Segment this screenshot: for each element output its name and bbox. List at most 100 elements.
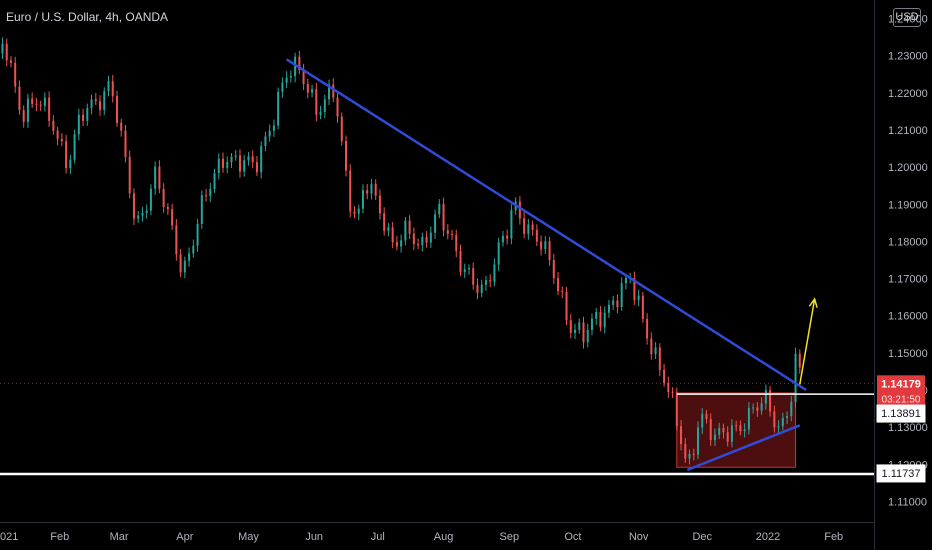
candle-body [383,213,386,231]
candle-body [200,195,203,224]
candle-body [31,98,34,104]
candle-body [523,218,526,234]
candle-body [120,122,123,131]
candle-body [115,96,118,123]
candle-body [781,417,784,427]
candle-body [590,318,593,330]
x-tick-label: Oct [564,531,581,543]
candle-body [370,183,373,194]
y-tick-label: 1.17000 [888,274,928,286]
candle-body [196,223,199,246]
candle-body [260,146,263,173]
candle-body [124,130,127,157]
currency-button[interactable]: USD [893,8,921,27]
candle-body [510,210,513,239]
candle-body [391,227,394,243]
candle-body [82,114,85,121]
x-tick-label: 021 [0,531,18,543]
support-price-tag: 1.11737 [882,468,921,480]
candle-body [154,166,157,189]
candle-body [586,329,589,343]
candle-body [582,322,585,343]
candle-body [35,103,38,105]
candle-body [60,138,63,142]
candle-body [548,241,551,261]
candle-body [794,353,797,403]
candle-body [667,382,670,393]
candle-body [552,260,555,279]
candle-body [735,425,738,427]
candle-body [205,195,208,197]
x-tick-label: Feb [824,531,843,543]
x-tick-label: Jun [305,531,323,543]
candle-body [302,70,305,85]
candle-body [565,292,568,321]
candle-body [226,161,229,168]
candle-body [175,225,178,255]
x-tick-label: Dec [692,531,712,543]
y-tick-label: 1.11000 [888,496,927,508]
candle-body [162,188,165,207]
candle-body [569,320,572,333]
candle-body [646,318,649,339]
candle-body [722,427,725,433]
candle-body [713,434,716,441]
candle-body [395,242,398,247]
ascending-trendline [686,424,801,472]
candle-body [531,224,534,231]
candle-body [311,89,314,93]
x-tick-label: Apr [176,531,193,543]
candle-body [671,392,674,394]
candle-body [692,453,695,455]
candle-body [69,159,72,169]
candle-body [540,241,543,250]
candle-body [22,110,25,122]
candle-body [56,130,59,139]
y-tick-label: 1.21000 [888,125,928,137]
candle-body [518,201,521,219]
candle-body [268,130,271,137]
x-tick-label: Feb [50,531,69,543]
candle-body [264,136,267,147]
candle-body [747,408,750,430]
candle-body [607,304,610,313]
candle-body [769,390,772,412]
candle-body [137,215,140,219]
candle-body [417,244,420,246]
candle-body [26,98,29,122]
y-tick-label: 1.22000 [888,88,928,100]
candle-body [408,220,411,234]
resistance-price-tag-bg [876,404,926,423]
candle-body [658,347,661,370]
candle-body [752,407,755,409]
candle-body [145,210,148,214]
candle-body [48,97,51,121]
candle-body [230,156,233,162]
candle-body [345,141,347,171]
candle-body [535,230,538,242]
candle-body [480,284,483,293]
candle-body [624,278,627,284]
candle-body [319,112,322,115]
candle-body [111,81,114,97]
candle-body [688,453,691,459]
candle-body [52,120,55,131]
candle-body [726,432,729,442]
candle-body [612,300,615,305]
candle-body [684,444,687,459]
candle-body [353,211,356,214]
candle-body [497,242,500,265]
y-tick-label: 1.15000 [888,348,928,360]
candle-body [561,291,564,293]
candle-body [9,60,12,63]
support-price-tag-bg [876,464,926,483]
candle-body [289,76,292,78]
candle-body [77,114,80,135]
candle-body [149,188,152,211]
candle-body [756,407,759,411]
candle-body [425,236,428,243]
candle-body [680,426,683,445]
candle-body [90,99,93,109]
candle-body [476,284,479,293]
